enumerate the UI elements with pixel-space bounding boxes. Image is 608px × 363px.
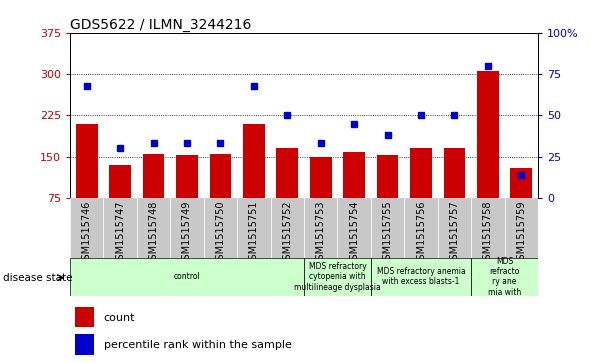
Bar (243, 123, 264, 198)
Bar (344, 152, 365, 198)
Text: percentile rank within the sample: percentile rank within the sample (103, 340, 291, 350)
Text: GSM1515749: GSM1515749 (182, 201, 192, 266)
Bar (143, 154, 164, 198)
Text: GSM1515754: GSM1515754 (349, 201, 359, 266)
Text: GSM1515758: GSM1515758 (483, 201, 493, 266)
Text: GSM1515759: GSM1515759 (516, 201, 527, 266)
Bar (137, 198, 170, 258)
Bar (337, 198, 371, 258)
Bar (377, 155, 398, 198)
Bar (304, 258, 371, 296)
Text: GSM1515747: GSM1515747 (115, 201, 125, 266)
Bar (176, 155, 198, 198)
Text: control: control (174, 272, 200, 281)
Bar (103, 198, 137, 258)
Bar (410, 148, 432, 198)
Bar (304, 198, 337, 258)
Bar (404, 198, 438, 258)
Text: GSM1515751: GSM1515751 (249, 201, 259, 266)
Text: MDS
refracto
ry ane
mia with: MDS refracto ry ane mia with (488, 257, 521, 297)
Text: count: count (103, 313, 135, 323)
Text: MDS refractory
cytopenia with
multilineage dysplasia: MDS refractory cytopenia with multilinea… (294, 262, 381, 292)
Text: GSM1515746: GSM1515746 (81, 201, 92, 266)
Text: GDS5622 / ILMN_3244216: GDS5622 / ILMN_3244216 (70, 18, 251, 32)
Bar (511, 168, 532, 198)
Bar (237, 198, 271, 258)
Text: GSM1515755: GSM1515755 (382, 201, 393, 266)
Bar (371, 258, 471, 296)
Bar (76, 123, 97, 198)
Bar (505, 198, 538, 258)
Bar (438, 198, 471, 258)
Text: GSM1515750: GSM1515750 (215, 201, 226, 266)
Text: GSM1515757: GSM1515757 (449, 201, 460, 266)
Bar (477, 71, 499, 198)
Bar (70, 198, 103, 258)
Bar (109, 165, 131, 198)
Text: GSM1515756: GSM1515756 (416, 201, 426, 266)
Bar (271, 198, 304, 258)
Bar (371, 198, 404, 258)
Bar (70, 258, 304, 296)
Bar (277, 148, 298, 198)
Text: MDS refractory anemia
with excess blasts-1: MDS refractory anemia with excess blasts… (377, 267, 465, 286)
Bar (170, 198, 204, 258)
Bar (471, 258, 538, 296)
Text: GSM1515748: GSM1515748 (148, 201, 159, 266)
Bar (75, 307, 94, 327)
Text: GSM1515753: GSM1515753 (316, 201, 326, 266)
Bar (75, 334, 94, 355)
Bar (204, 198, 237, 258)
Text: disease state: disease state (3, 273, 72, 283)
Text: GSM1515752: GSM1515752 (282, 201, 292, 266)
Bar (444, 148, 465, 198)
Bar (471, 198, 505, 258)
Bar (310, 156, 331, 198)
Bar (210, 154, 231, 198)
